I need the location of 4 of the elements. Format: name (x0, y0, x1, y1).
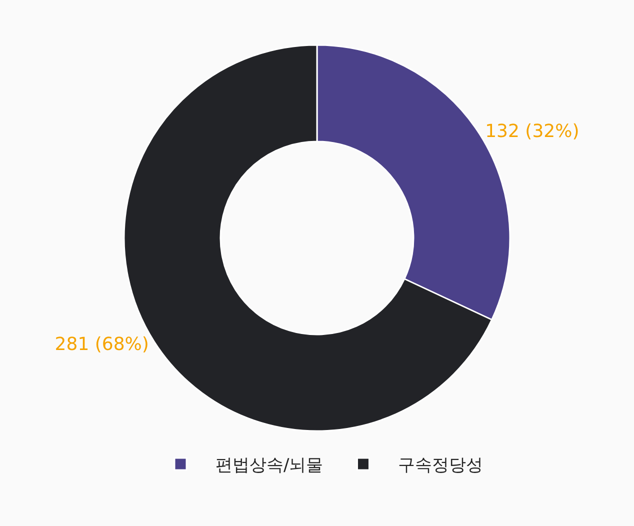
data-label: 132 (32%) (485, 120, 580, 142)
legend-label: 편법상속/뇌물 (216, 456, 324, 476)
data-label: 281 (68%) (54, 334, 149, 356)
legend-label: 구속정당성 (398, 456, 484, 476)
